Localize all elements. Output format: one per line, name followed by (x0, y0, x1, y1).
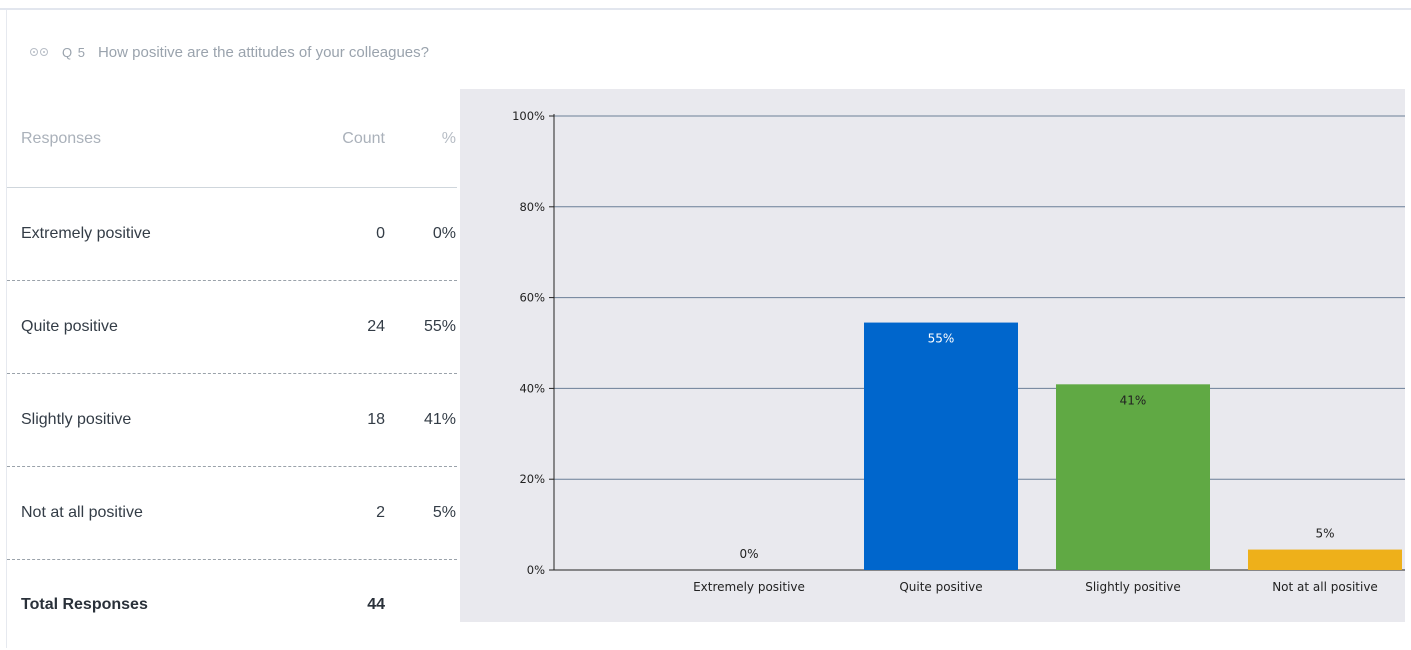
response-count: 18 (367, 411, 385, 428)
response-percent: 41% (423, 411, 456, 428)
question-number: Q 5 (62, 44, 86, 60)
eye-icon (30, 48, 48, 56)
question-header: Q 5 How positive are the attitudes of yo… (30, 42, 429, 62)
panel-top-border (0, 8, 1411, 10)
table-header-row: Responses Count % (7, 90, 457, 188)
x-tick-label: Slightly positive (1085, 580, 1181, 594)
y-tick-label: 60% (519, 291, 545, 305)
responses-table: Responses Count % Extremely positive 0 0… (7, 90, 457, 650)
y-tick-label: 40% (519, 381, 545, 395)
response-label: Quite positive (21, 318, 118, 335)
total-row: Total Responses 44 (7, 560, 457, 650)
responses-column-header: Responses (21, 129, 102, 147)
response-label: Slightly positive (21, 411, 132, 428)
response-percent: 0% (432, 225, 456, 242)
panel-left-border (6, 10, 7, 648)
response-percent: 55% (423, 318, 456, 335)
x-tick-label: Extremely positive (693, 580, 805, 594)
table-row: Slightly positive 18 41% (7, 374, 457, 467)
total-label: Total Responses (21, 596, 148, 613)
total-count: 44 (367, 596, 385, 613)
bar (864, 322, 1018, 570)
response-count: 2 (376, 504, 385, 521)
y-tick-label: 100% (512, 109, 545, 123)
bar (1248, 549, 1402, 570)
y-tick-label: 0% (527, 563, 545, 577)
response-percent: 5% (432, 504, 456, 521)
bar (1056, 384, 1210, 570)
response-label: Not at all positive (21, 504, 143, 521)
data-label: 5% (1315, 527, 1334, 541)
data-label: 55% (928, 332, 955, 346)
response-count: 0 (376, 225, 385, 242)
x-tick-label: Quite positive (899, 580, 982, 594)
response-label: Extremely positive (21, 225, 151, 242)
bar-chart-canvas: 0% 20% 40% 60% 80% 100% 0% Extremely positive 55… (512, 109, 1405, 594)
count-column-header: Count (342, 129, 385, 147)
data-label: 41% (1120, 393, 1147, 407)
table-row: Quite positive 24 55% (7, 281, 457, 374)
percent-column-header: % (441, 129, 456, 147)
y-tick-label: 20% (519, 472, 545, 486)
table-row: Not at all positive 2 5% (7, 467, 457, 560)
question-text: How positive are the attitudes of your c… (97, 43, 429, 61)
y-tick-label: 80% (519, 200, 545, 214)
data-label: 0% (739, 547, 758, 561)
response-count: 24 (367, 318, 385, 335)
table-row: Extremely positive 0 0% (7, 188, 457, 281)
bar-chart: 0% 20% 40% 60% 80% 100% 0% Extremely positive 55… (460, 89, 1405, 622)
x-tick-label: Not at all positive (1272, 580, 1378, 594)
